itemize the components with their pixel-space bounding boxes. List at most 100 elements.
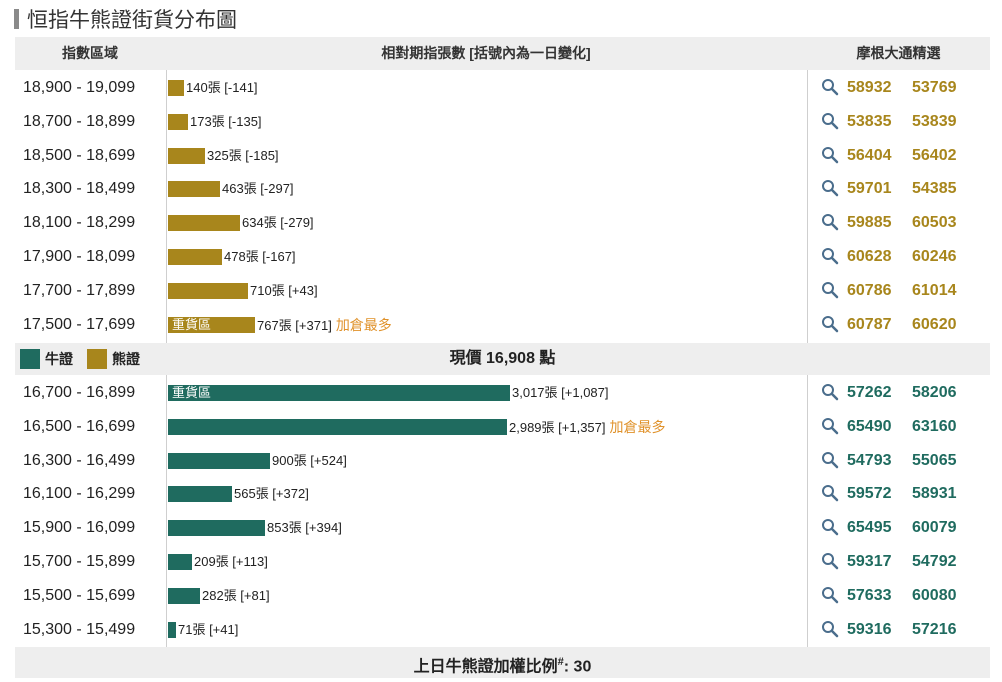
bar-value-label: 463張 [-297] [222,181,294,197]
distribution-table: 指數區域 相對期指張數 [括號內為一日變化] 摩根大通精選 現價 16,908 … [15,37,990,678]
warrant-code-link[interactable]: 53839 [912,112,957,130]
search-icon[interactable] [821,383,839,401]
footer-mark: # [557,656,564,668]
warrant-code-link[interactable]: 65495 [847,519,892,537]
warrant-code-link[interactable]: 60080 [912,586,957,604]
bear-bar [168,249,222,265]
range-label: 16,500 - 16,699 [23,417,136,435]
warrant-code-link[interactable]: 54792 [912,553,957,570]
bar-value-label: 2,989張 [+1,357] 加倉最多 [509,418,666,435]
warrant-code-link[interactable]: 63160 [912,417,957,435]
table-header: 指數區域 相對期指張數 [括號內為一日變化] 摩根大通精選 [15,37,990,70]
bull-bar [168,587,200,604]
warrant-code-link[interactable]: 57262 [847,384,892,401]
search-icon[interactable] [821,146,839,164]
warrant-code-link[interactable]: 55065 [912,451,957,469]
warrant-code-link[interactable]: 53835 [847,112,892,130]
warrant-code-link[interactable]: 60246 [912,248,957,265]
search-icon[interactable] [821,620,839,638]
warrant-code-link[interactable]: 60503 [912,214,957,232]
bear-bar [168,147,205,164]
search-icon[interactable] [821,417,839,435]
range-label: 15,700 - 15,899 [23,553,136,570]
warrant-code-link[interactable]: 58931 [912,485,957,503]
search-icon[interactable] [821,552,839,570]
warrant-code-link[interactable]: 61014 [912,281,957,299]
search-icon[interactable] [821,78,839,96]
warrant-code-link[interactable]: 60079 [912,519,957,537]
warrant-code-link[interactable]: 58206 [912,384,957,401]
bear-row: 18,900 - 19,099 140張 [-141] 58932 53769 [15,71,990,105]
footer-value: : 30 [563,658,592,676]
bar-value-label: 853張 [+394] [267,520,342,536]
bear-bar [168,181,220,198]
bear-row: 17,900 - 18,099 478張 [-167] 60628 60246 [15,240,990,274]
search-icon[interactable] [821,484,839,502]
footer-ratio: 上日牛熊證加權比例#: 30 [15,647,990,678]
bull-row: 15,300 - 15,499 71張 [+41] 59316 57216 [15,613,990,647]
bar-value-label: 325張 [-185] [207,147,279,163]
warrant-code-link[interactable]: 65490 [847,417,892,435]
bull-row: 15,900 - 16,099 853張 [+394] 65495 60079 [15,511,990,545]
warrant-code-link[interactable]: 56404 [847,146,892,164]
bar-value-label: 478張 [-167] [224,249,296,264]
range-label: 18,300 - 18,499 [23,180,136,198]
range-label: 15,900 - 16,099 [23,519,136,537]
warrant-code-link[interactable]: 54385 [912,180,957,198]
bar-value-label: 140張 [-141] [186,80,258,95]
range-label: 18,700 - 18,899 [23,112,136,130]
warrant-code-link[interactable]: 59885 [847,214,892,232]
warrant-code-link[interactable]: 60787 [847,315,892,333]
bull-row: 16,300 - 16,499 900張 [+524] 54793 55065 [15,444,990,478]
search-icon[interactable] [821,179,839,197]
bar-value-label: 3,017張 [+1,087] [512,385,609,400]
warrant-code-link[interactable]: 57633 [847,586,892,604]
warrant-code-link[interactable]: 59317 [847,553,892,570]
header-range: 指數區域 [62,45,118,61]
bull-row: 16,700 - 16,899 重貨區 3,017張 [+1,087] 57262 58… [15,376,990,410]
warrant-code-link[interactable]: 59572 [847,485,892,503]
search-icon[interactable] [821,451,839,469]
title-marker [14,9,19,29]
warrant-code-link[interactable]: 56402 [912,146,957,164]
bar-value-label: 173張 [-135] [190,113,262,129]
bull-bar [168,486,232,503]
range-label: 17,900 - 18,099 [23,248,136,265]
warrant-code-link[interactable]: 58932 [847,79,892,96]
search-icon[interactable] [821,586,839,604]
bar-value-label: 634張 [-279] [242,215,314,231]
warrant-code-link[interactable]: 59701 [847,180,892,198]
bar-value-label: 209張 [+113] [194,554,268,569]
warrant-code-link[interactable]: 57216 [912,620,957,638]
bear-row: 18,700 - 18,899 173張 [-135] 53835 53839 [15,105,990,139]
warrant-code-link[interactable]: 54793 [847,451,892,469]
heavy-zone-label: 重貨區 [172,316,212,332]
bull-bar [168,520,265,537]
bear-row: 18,300 - 18,499 463張 [-297] 59701 54385 [15,172,990,206]
search-icon[interactable] [821,281,839,299]
most-added-note: 加倉最多 [335,316,392,333]
footer-label: 上日牛熊證加權比例 [413,658,558,676]
warrant-code-link[interactable]: 60620 [912,315,957,333]
range-label: 15,300 - 15,499 [23,620,136,638]
range-label: 18,900 - 19,099 [23,79,136,96]
bull-row: 15,500 - 15,699 282張 [+81] 57633 60080 [15,579,990,613]
warrant-code-link[interactable]: 60786 [847,281,892,299]
warrant-code-link[interactable]: 53769 [912,79,957,96]
warrant-code-link[interactable]: 59316 [847,620,892,638]
bull-row: 16,100 - 16,299 565張 [+372] 59572 58931 [15,477,990,511]
search-icon[interactable] [821,315,839,333]
search-icon[interactable] [821,518,839,536]
bull-bar [168,452,270,469]
page-title: 恒指牛熊證街貨分布圖 [27,9,237,32]
most-added-note: 加倉最多 [609,418,666,435]
search-icon[interactable] [821,112,839,130]
range-label: 18,100 - 18,299 [23,214,136,232]
bear-bar [168,80,184,96]
range-label: 16,100 - 16,299 [23,485,136,503]
warrant-code-link[interactable]: 60628 [847,248,892,265]
legend-bull-swatch [20,349,40,369]
range-label: 18,500 - 18,699 [23,146,136,164]
search-icon[interactable] [821,247,839,265]
search-icon[interactable] [821,213,839,231]
